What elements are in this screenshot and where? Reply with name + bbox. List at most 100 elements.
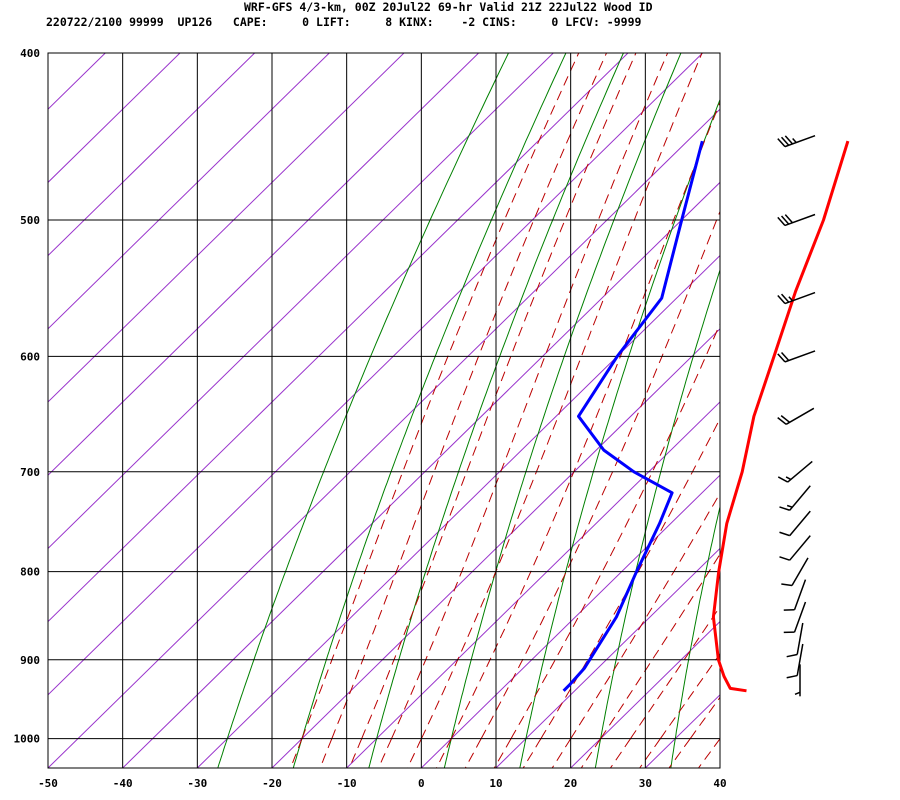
moist-adiabat-line <box>406 738 422 768</box>
isotherm-line <box>48 53 330 330</box>
wind-barb-feather <box>780 215 790 225</box>
moist-adiabat-line <box>668 738 691 768</box>
isotherm-line <box>48 53 629 623</box>
dry-adiabat-line <box>594 268 720 768</box>
wind-barb-feather <box>780 351 790 362</box>
moist-adiabat-line <box>450 101 720 739</box>
moist-adiabat-line <box>331 53 607 739</box>
wind-barb-feather <box>779 531 790 537</box>
isotherm-line <box>48 53 181 184</box>
wind-barb-feather <box>780 136 790 146</box>
wind-barb-feather <box>777 216 786 226</box>
temperature-profile-line <box>711 140 850 693</box>
dry-adiabat-line <box>368 53 624 768</box>
x-tick-label: -10 <box>337 777 357 790</box>
moist-adiabat-line <box>464 738 482 768</box>
wind-barb-feather <box>781 583 793 587</box>
wind-barb-half-feather <box>785 476 792 481</box>
wind-barb-staff <box>784 134 816 148</box>
wind-barb-staff <box>784 350 816 363</box>
moist-adiabat-line <box>750 53 900 739</box>
isotherm-line <box>122 181 720 768</box>
wind-barb-feather <box>786 653 798 658</box>
dry-adiabat-line <box>822 53 900 768</box>
wind-barb <box>777 213 816 227</box>
moist-adiabat-line <box>391 53 669 739</box>
moist-adiabat-line <box>348 738 363 768</box>
wind-barb-feather <box>784 135 794 145</box>
isotherm-line <box>48 53 405 403</box>
x-tick-label: 0 <box>418 777 425 790</box>
wind-barb-feather <box>779 506 790 511</box>
dry-adiabat-line <box>217 53 509 768</box>
wind-barb <box>777 407 815 425</box>
wind-barb <box>794 664 801 697</box>
wind-barb-feather <box>777 138 786 148</box>
moist-adiabat-line <box>728 739 750 768</box>
isotherm-line <box>48 53 255 257</box>
wind-barb-staff <box>789 485 811 511</box>
chart-title: WRF-GFS 4/3-km, 00Z 20Jul22 69-hr Valid … <box>244 0 653 14</box>
isotherm-line <box>48 53 106 110</box>
dewpoint-profile-line <box>562 140 704 692</box>
moist-adiabat-line <box>639 738 661 768</box>
moist-adiabat-line <box>435 738 452 768</box>
wind-barb <box>783 579 807 611</box>
moist-adiabat-line <box>377 738 392 768</box>
wind-barb <box>779 510 811 537</box>
isotherm-line <box>495 547 720 768</box>
wind-barb-half-feather <box>786 504 793 508</box>
y-tick-label: 900 <box>20 654 40 667</box>
moist-adiabat-line <box>609 738 631 768</box>
moist-adiabat-line <box>580 738 602 768</box>
wind-barb-feather <box>779 556 790 561</box>
y-tick-label: 800 <box>20 566 40 579</box>
wind-barb-feather <box>780 293 790 303</box>
x-tick-label: 30 <box>639 777 652 790</box>
moist-adiabat-line <box>659 652 720 739</box>
y-tick-label: 400 <box>20 47 40 60</box>
x-tick-label: -20 <box>262 777 282 790</box>
moist-adiabat-line <box>570 492 720 739</box>
y-tick-label: 700 <box>20 466 40 479</box>
wind-barb-feather <box>777 476 789 483</box>
wind-barb <box>777 460 813 483</box>
isotherm-line <box>271 328 720 768</box>
x-tick-label: 10 <box>489 777 502 790</box>
wind-barb-staff <box>791 557 809 586</box>
wind-barb-staff <box>784 213 816 227</box>
dry-adiabat-line <box>443 53 682 768</box>
wind-barb-staff <box>793 579 807 610</box>
chart-stats-line: 220722/2100 99999 UP126 CAPE: 0 LIFT: 8 … <box>46 15 642 29</box>
plot-frame <box>47 52 721 769</box>
wind-barb <box>781 557 809 587</box>
moist-adiabat-line <box>698 738 720 768</box>
isotherm-line <box>48 53 554 550</box>
wind-barb <box>779 485 811 511</box>
wind-barb-staff <box>793 601 807 633</box>
wind-barb-staff <box>787 460 813 483</box>
moist-adiabat-line <box>290 738 303 768</box>
wind-barb-feather <box>786 674 798 679</box>
x-tick-label: -50 <box>38 777 58 790</box>
isotherm-line <box>48 108 720 768</box>
wind-barb <box>779 535 811 561</box>
wind-barb-feather <box>780 415 791 423</box>
dry-adiabat-line <box>746 53 900 768</box>
wind-barb-staff <box>789 535 811 561</box>
moist-adiabat-line <box>319 738 333 768</box>
moist-adiabat-line <box>630 605 720 739</box>
y-tick-label: 600 <box>20 350 40 363</box>
wind-barb <box>777 134 816 148</box>
wind-barb-feather <box>777 417 787 425</box>
isotherm-line <box>196 254 720 768</box>
isotherm-line <box>644 694 720 768</box>
wind-barb <box>786 622 804 658</box>
isotherm-line <box>346 401 720 768</box>
wind-barb-staff <box>785 407 815 425</box>
x-tick-label: 20 <box>564 777 577 790</box>
wind-barb-staff <box>789 510 811 537</box>
moist-adiabat-line <box>551 738 572 768</box>
wind-barbs <box>777 134 816 697</box>
dry-adiabat-line <box>292 53 567 768</box>
